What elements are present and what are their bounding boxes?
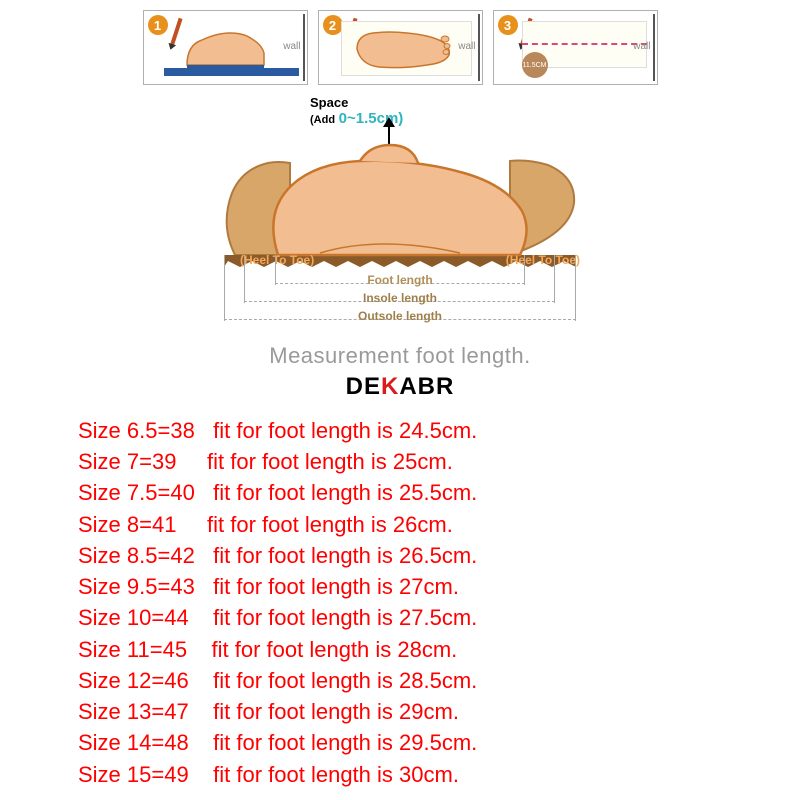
foot-length-label: Foot length	[367, 273, 432, 287]
foot-diagram: Space (Add 0~1.5cm) (Heel To Toe) (Heel …	[160, 95, 640, 335]
size-row: Size 6.5=38 fit for foot length is 24.5c…	[78, 415, 800, 446]
size-row: Size 7.5=40 fit for foot length is 25.5c…	[78, 477, 800, 508]
dim-tick	[524, 255, 525, 285]
size-chart: Size 6.5=38 fit for foot length is 24.5c…	[78, 415, 800, 790]
dim-tick	[244, 255, 245, 303]
size-row: Size 11=45 fit for foot length is 28cm.	[78, 634, 800, 665]
brand-k: K	[381, 373, 399, 400]
brand-post: ABR	[399, 373, 454, 400]
size-row: Size 8=41 fit for foot length is 26cm.	[78, 509, 800, 540]
measurement-circle: 11.5CM	[522, 52, 548, 78]
size-row: Size 13=47 fit for foot length is 29cm.	[78, 696, 800, 727]
dim-tick	[575, 255, 576, 321]
step-1-panel: 1 wall	[143, 10, 308, 85]
measurement-title: Measurement foot length.	[0, 343, 800, 369]
measurement-steps: 1 wall 2 wall 3 11.5CM wall	[0, 0, 800, 85]
step-3-panel: 3 11.5CM wall	[493, 10, 658, 85]
wall-label: wall	[458, 41, 475, 52]
step-2-panel: 2 wall	[318, 10, 483, 85]
size-row: Size 12=46 fit for foot length is 28.5cm…	[78, 665, 800, 696]
size-row: Size 10=44 fit for foot length is 27.5cm…	[78, 602, 800, 633]
size-row: Size 8.5=42 fit for foot length is 26.5c…	[78, 540, 800, 571]
measure-dashline	[522, 43, 647, 45]
wall-label: wall	[283, 41, 300, 52]
size-row: Size 9.5=43 fit for foot length is 27cm.	[78, 571, 800, 602]
step-number-badge: 3	[498, 15, 518, 35]
pencil-icon	[170, 18, 182, 46]
ruler-icon	[164, 68, 299, 76]
brand-pre: DE	[346, 373, 381, 400]
wall-line	[303, 14, 305, 81]
foot-outline-icon	[349, 25, 454, 73]
outsole-length-label: Outsole length	[358, 309, 442, 323]
space-label: Space	[310, 95, 348, 110]
step-number-badge: 2	[323, 15, 343, 35]
dim-tick	[275, 255, 276, 285]
wall-line	[478, 14, 480, 81]
heel-to-toe-right: (Heel To Toe)	[506, 253, 580, 267]
brand-logo: DEKABR	[0, 373, 800, 401]
size-row: Size 15=49 fit for foot length is 30cm.	[78, 759, 800, 790]
heel-to-toe-left: (Heel To Toe)	[240, 253, 314, 267]
wall-line	[653, 14, 655, 81]
foot-side-icon	[182, 25, 272, 73]
step-number-badge: 1	[148, 15, 168, 35]
dim-tick	[554, 255, 555, 303]
dim-tick	[224, 255, 225, 321]
size-row: Size 14=48 fit for foot length is 29.5cm…	[78, 727, 800, 758]
size-row: Size 7=39 fit for foot length is 25cm.	[78, 446, 800, 477]
wall-label: wall	[633, 41, 650, 52]
insole-length-label: Insole length	[363, 291, 437, 305]
